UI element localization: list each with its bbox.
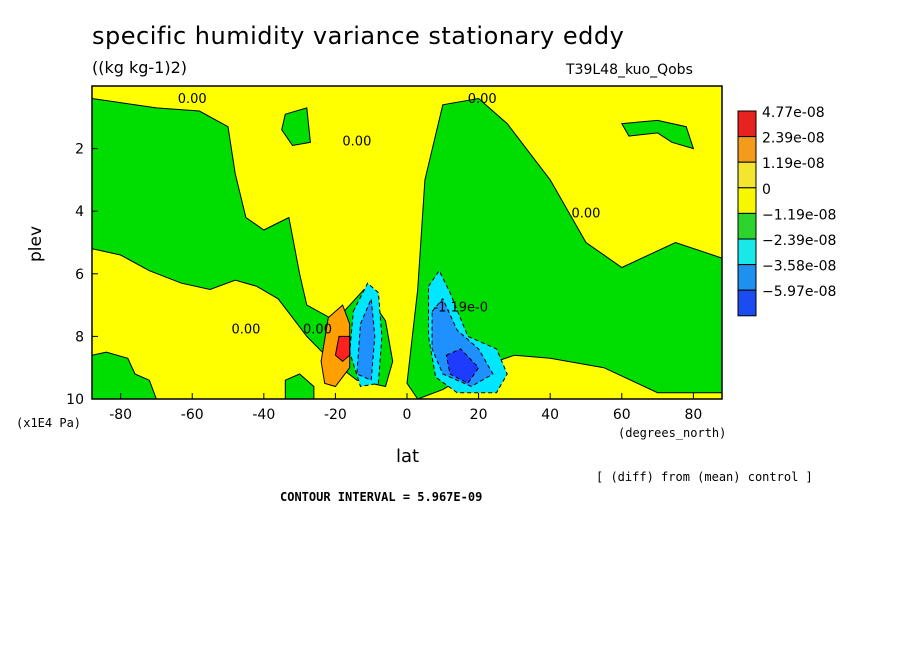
legend-label-5: −2.39e-08 <box>762 233 836 249</box>
legend-label-6: −3.58e-08 <box>762 259 836 275</box>
run-label: T39L48_kuo_Qobs <box>566 62 693 78</box>
legend-swatch-4 <box>737 212 757 240</box>
y-tick-label-3: 8 <box>75 329 84 345</box>
contour-region-negative_large-8 <box>356 298 376 381</box>
x-tick-label-2: -40 <box>252 407 275 423</box>
contour-region-negative_small-1 <box>92 97 394 388</box>
x-tick-label-6: 40 <box>541 407 559 423</box>
legend-swatch-6 <box>737 264 757 291</box>
contour-interval: CONTOUR INTERVAL = 5.967E-09 <box>280 490 483 504</box>
y-axis-unit: (x1E4 Pa) <box>16 416 82 430</box>
contour-label-1: 0.00 <box>342 134 371 149</box>
x-tick-label-1: -60 <box>181 407 204 423</box>
contour-region-negative_small-5 <box>620 119 695 150</box>
y-tick-label-4: 10 <box>66 392 84 408</box>
legend-swatch-3 <box>737 187 757 214</box>
legend-label-0: 4.77e-08 <box>762 105 825 121</box>
contour-label-0: 0.00 <box>178 92 207 107</box>
x-tick-label-7: 60 <box>613 407 631 423</box>
x-axis-unit: (degrees_north) <box>618 426 727 440</box>
contour-region-negative_small-4 <box>281 107 311 147</box>
legend-label-4: −1.19e-08 <box>762 207 836 223</box>
legend-swatch-5 <box>737 238 757 266</box>
legend-label-1: 2.39e-08 <box>762 131 825 147</box>
x-axis-label: lat <box>396 446 420 467</box>
contour-region-negative_small-3 <box>284 373 315 399</box>
chart-title: specific humidity variance stationary ed… <box>92 22 625 50</box>
contour-label-5: 0.00 <box>572 206 601 221</box>
contour-label-3: 0.00 <box>231 322 260 337</box>
contour-region-negative_small-2 <box>92 351 157 399</box>
legend-swatch-1 <box>737 136 757 163</box>
y-tick-label-1: 4 <box>75 204 84 220</box>
diff-note: [ (diff) from (mean) control ] <box>596 470 813 484</box>
legend-label-7: −5.97e-08 <box>762 284 836 300</box>
x-tick-label-4: 0 <box>403 407 412 423</box>
x-tick-label-5: 20 <box>470 407 488 423</box>
x-tick-label-0: -80 <box>109 407 132 423</box>
x-tick-label-3: -20 <box>324 407 347 423</box>
contour-region-positive_large-12 <box>334 335 351 363</box>
contour-region-negative_max-10 <box>445 348 480 384</box>
legend-label-2: 1.19e-08 <box>762 156 825 172</box>
contour-label-4: 0.00 <box>303 322 332 337</box>
y-tick-label-2: 6 <box>75 267 84 283</box>
legend-swatch-7 <box>737 289 757 317</box>
legend-label-3: 0 <box>762 182 771 198</box>
x-tick-label-8: 80 <box>684 407 702 423</box>
chart-units: ((kg kg-1)2) <box>92 58 188 77</box>
y-tick-label-0: 2 <box>75 142 84 158</box>
contour-label-2: 0.00 <box>468 92 497 107</box>
contour-region-negative_large-9 <box>431 297 494 388</box>
contour-label-6: -1.19e-0 <box>433 300 488 315</box>
legend-swatch-0 <box>737 110 757 138</box>
legend-swatch-2 <box>737 161 757 189</box>
